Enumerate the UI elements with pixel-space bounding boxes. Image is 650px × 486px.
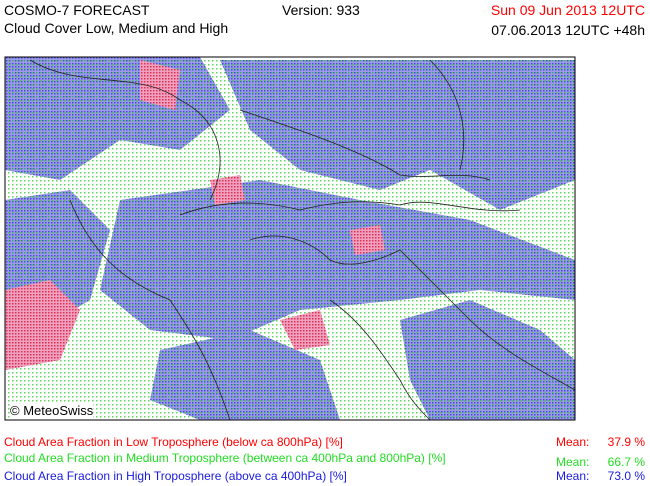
legend-label: Cloud Area Fraction in High Troposphere … — [4, 469, 347, 483]
run-time: 07.06.2013 12UTC +48h — [491, 22, 645, 38]
cloud-field — [5, 57, 575, 420]
mean-label: Mean: — [556, 469, 590, 483]
version: Version: 933 — [282, 2, 360, 18]
subtitle: Cloud Cover Low, Medium and High — [4, 20, 229, 36]
mean-value: 37.9 % — [607, 435, 645, 449]
valid-time: Sun 09 Jun 2013 12UTC — [490, 2, 645, 18]
legend-label: Cloud Area Fraction in Low Troposphere (… — [4, 435, 343, 449]
mean-value: 73.0 % — [607, 469, 645, 483]
mean-value: 66.7 % — [607, 455, 645, 469]
title: COSMO-7 FORECAST — [4, 2, 150, 18]
mean-label: Mean: — [556, 455, 590, 469]
map-border — [4, 56, 576, 421]
credit: © MeteoSwiss — [10, 403, 94, 419]
mean-label: Mean: — [556, 435, 590, 449]
borders — [29, 59, 575, 420]
legend-label: Cloud Area Fraction in Medium Tropospher… — [4, 451, 446, 465]
